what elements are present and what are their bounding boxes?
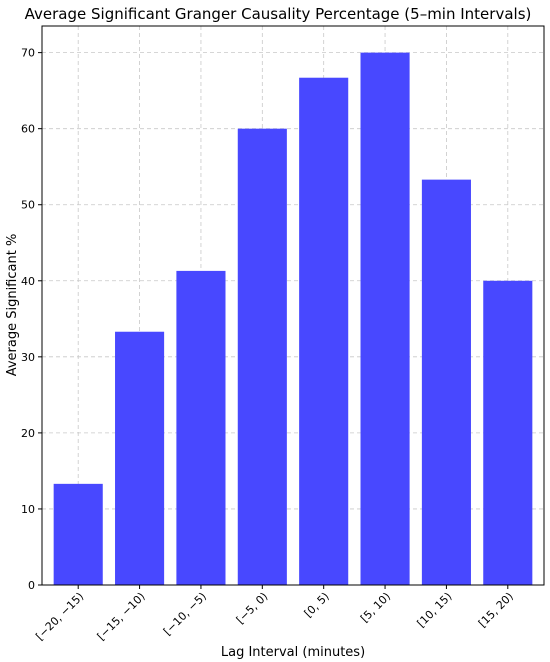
bars: [53, 52, 533, 586]
plot-frame: [41, 25, 545, 586]
y-tick-label: 0: [28, 579, 35, 592]
bar: [299, 77, 349, 585]
x-axis-label: Lag Interval (minutes): [221, 645, 365, 660]
bar: [53, 483, 103, 585]
bar: [237, 128, 287, 585]
x-tick-label: [−15, −10): [95, 590, 148, 643]
y-tick-label: 70: [21, 47, 35, 60]
x-tick-label: [10, 15): [415, 590, 455, 630]
x-tick-label: [−20, −15): [33, 590, 86, 643]
x-tick-label: [−5, 0): [234, 590, 271, 627]
x-tick-label: [−10, −5): [161, 590, 209, 638]
x-tick-label: [15, 20): [476, 590, 516, 630]
y-axis-ticks: 0 10 20 30 40 50 60 70: [21, 47, 42, 592]
x-axis-ticks: [−20, −15) [−15, −10) [−10, −5) [−5, 0) [0, …: [33, 585, 516, 643]
y-tick-label: 60: [21, 123, 35, 136]
bar: [421, 179, 471, 585]
bar: [176, 270, 226, 585]
y-tick-label: 10: [21, 503, 35, 516]
y-tick-label: 20: [21, 427, 35, 440]
x-tick-label: [5, 10): [358, 590, 393, 625]
y-axis-label: Average Significant %: [5, 234, 20, 377]
x-tick-label: [0, 5): [302, 590, 332, 620]
bar: [360, 52, 410, 586]
bar: [483, 280, 533, 585]
y-tick-label: 50: [21, 199, 35, 212]
bar: [115, 331, 165, 585]
chart-title: Average Significant Granger Causality Pe…: [25, 5, 532, 23]
y-tick-label: 30: [21, 351, 35, 364]
y-tick-label: 40: [21, 275, 35, 288]
